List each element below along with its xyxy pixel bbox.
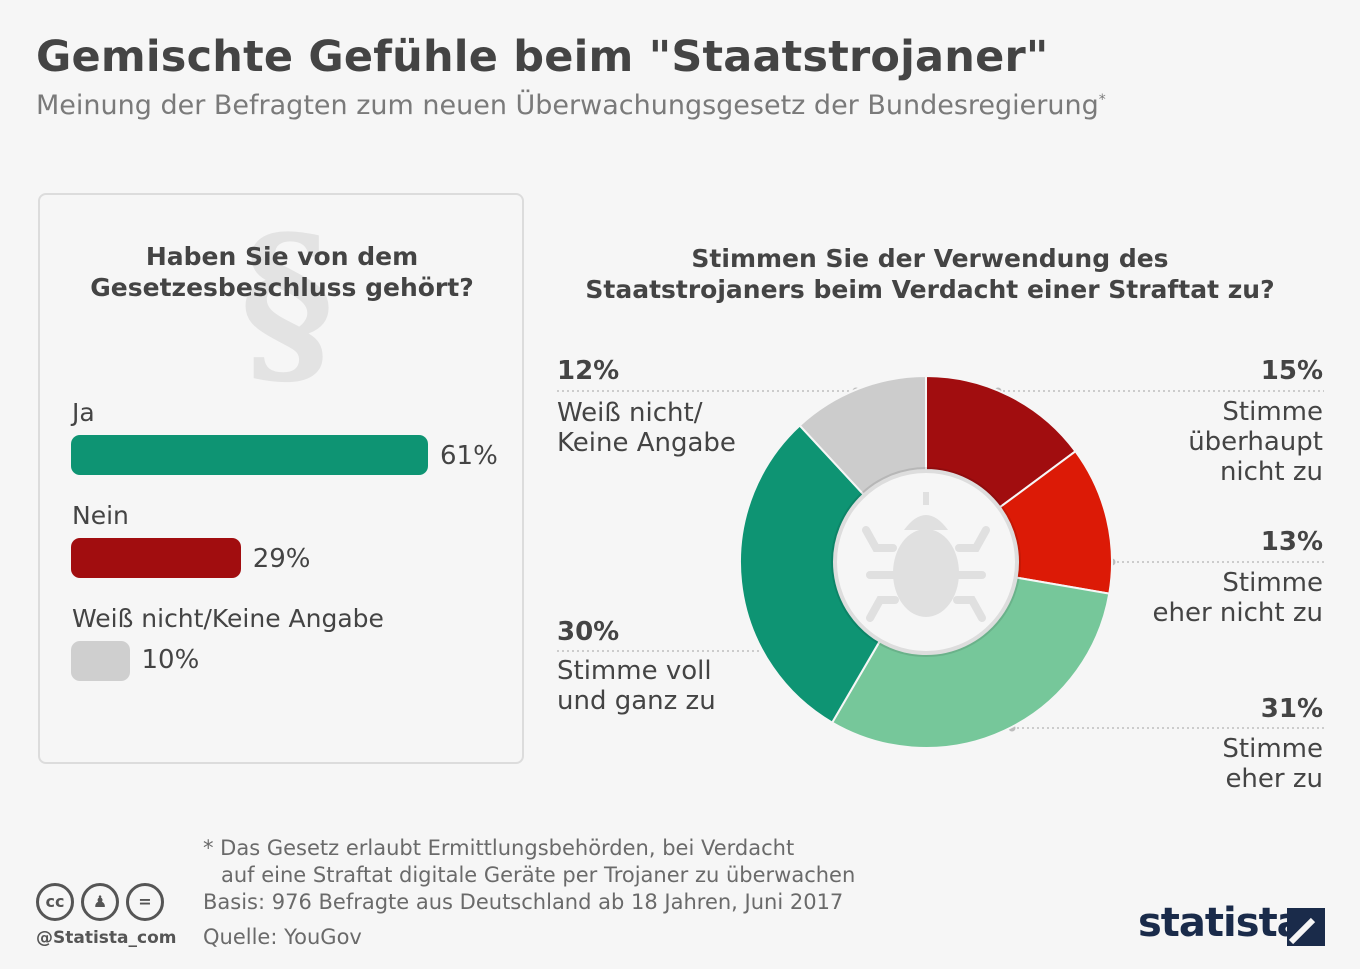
donut-label-ueberhaupt-nicht-line-1: Stimme (1222, 397, 1323, 427)
donut-pct-13: 13% (1260, 527, 1323, 557)
paragraph-icon: § (240, 197, 335, 408)
footnote-line-1: * Das Gesetz erlaubt Ermittlungsbehörden… (203, 836, 795, 860)
donut-label-eher-nicht-line-2: eher nicht zu (1152, 598, 1324, 628)
chart-subtitle: Meinung der Befragten zum neuen Überwach… (36, 90, 1106, 121)
bar-value-nein: 29% (252, 544, 311, 574)
bug-icon (831, 467, 1021, 657)
source-note: Quelle: YouGov (203, 925, 362, 949)
donut-label-ueberhaupt-nicht-line-2: überhaupt (1188, 427, 1323, 457)
statista-logo-icon (1287, 908, 1325, 946)
left-question-line-2: Gesetzesbeschluss gehört? (90, 273, 474, 302)
footnote: * Das Gesetz erlaubt Ermittlungsbehörden… (203, 835, 855, 951)
chart-title: Gemischte Gefühle beim "Staatstrojaner" (36, 32, 1049, 82)
bar-label-weiss-nicht: Weiß nicht/Keine Angabe (72, 604, 384, 633)
subtitle-text: Meinung der Befragten zum neuen Überwach… (36, 90, 1099, 121)
left-question-line-1: Haben Sie von dem (145, 242, 419, 271)
nd-icon[interactable]: = (126, 883, 164, 921)
left-panel: § Haben Sie von dem Gesetzesbeschluss ge… (38, 193, 524, 764)
right-question-line-2: Staatstrojaners beim Verdacht einer Stra… (585, 275, 1275, 304)
footnote-line-2: auf eine Straftat digitale Geräte per Tr… (221, 863, 856, 887)
donut-label-eher-zu-line-1: Stimme (1222, 734, 1323, 764)
donut-pct-30: 30% (557, 617, 620, 647)
donut-label-eher-nicht-line-1: Stimme (1222, 568, 1323, 598)
donut-label-ueberhaupt-nicht: Stimme überhaupt nicht zu (1188, 397, 1323, 487)
right-question: Stimmen Sie der Verwendung des Staatstro… (560, 243, 1300, 305)
donut-label-voll-und-ganz-line-2: und ganz zu (557, 686, 716, 716)
bar-nein (71, 538, 241, 578)
donut-label-weiss-nicht-line-2: Keine Angabe (557, 428, 736, 458)
subtitle-footnote-mark: * (1098, 92, 1106, 108)
donut-label-voll-und-ganz-line-1: Stimme voll (557, 656, 712, 686)
donut-label-eher-zu: Stimme eher zu (1222, 734, 1323, 794)
donut-label-voll-und-ganz: Stimme voll und ganz zu (557, 656, 716, 716)
donut-pct-15: 15% (1260, 356, 1323, 386)
donut-label-eher-zu-line-2: eher zu (1225, 764, 1323, 794)
bar-label-ja: Ja (72, 398, 95, 427)
by-icon[interactable]: ♟ (81, 883, 119, 921)
bar-weiss-nicht (71, 641, 130, 681)
donut-pct-12: 12% (557, 356, 620, 386)
bar-value-ja: 61% (440, 441, 498, 471)
right-question-line-1: Stimmen Sie der Verwendung des (691, 244, 1169, 273)
donut-label-weiss-nicht: Weiß nicht/ Keine Angabe (557, 398, 736, 458)
left-question: Haben Sie von dem Gesetzesbeschluss gehö… (40, 241, 524, 303)
donut-pct-31: 31% (1260, 694, 1323, 724)
donut-slices (739, 374, 1113, 749)
statista-handle[interactable]: @Statista_com (36, 928, 177, 948)
cc-icon[interactable]: cc (36, 883, 74, 921)
license-icons[interactable]: cc ♟ = (36, 883, 171, 921)
donut-label-eher-nicht: Stimme eher nicht zu (1153, 568, 1324, 628)
donut-label-ueberhaupt-nicht-line-3: nicht zu (1219, 457, 1323, 487)
donut-label-weiss-nicht-line-1: Weiß nicht/ (557, 398, 703, 428)
bar-ja (71, 435, 428, 475)
basis-note: Basis: 976 Befragte aus Deutschland ab 1… (203, 890, 844, 914)
statista-logo[interactable]: statista (1138, 900, 1304, 946)
bar-value-weiss-nicht: 10% (141, 645, 200, 675)
bar-label-nein: Nein (72, 501, 129, 530)
